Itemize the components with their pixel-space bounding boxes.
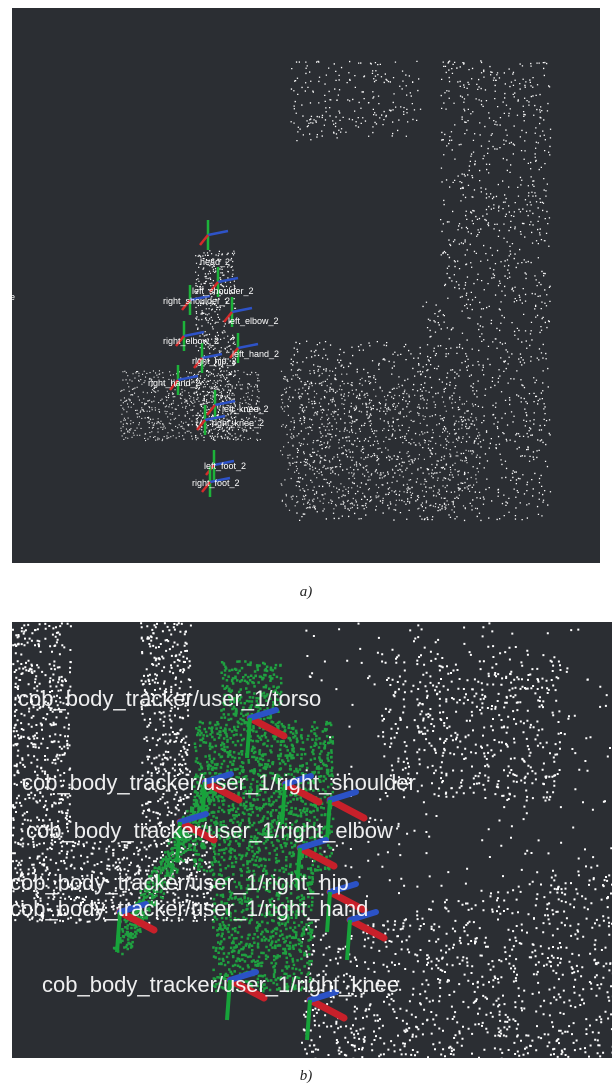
axis-x <box>181 299 191 311</box>
axis-y <box>247 707 279 721</box>
axis-y <box>282 773 314 787</box>
axis-z <box>325 891 332 933</box>
axis-y <box>327 789 359 803</box>
axis-y <box>177 374 199 382</box>
axis-x <box>199 234 209 246</box>
axis-z <box>345 919 352 961</box>
joint-label: left_hand_2 <box>232 349 279 359</box>
axis-z <box>280 783 287 825</box>
axis-x <box>246 714 288 740</box>
frame-label: cob_body_tracker/user_1/right_elbow <box>26 818 393 843</box>
frame-label: cob_body_tracker/user_1/right_hip <box>10 870 349 895</box>
axis-x <box>176 818 218 844</box>
joint-label: right_elbow_2 <box>163 336 219 346</box>
joint-label: right_hip_2 <box>192 356 237 366</box>
axis-x <box>209 281 219 293</box>
axis-x <box>196 419 206 431</box>
axis-y <box>204 414 226 422</box>
axis-z <box>325 799 332 841</box>
joint-label: left_knee_2 <box>222 404 269 414</box>
axis-x <box>296 844 338 870</box>
panel-b-viewport <box>12 622 612 1058</box>
axis-z <box>245 717 252 759</box>
axis-x <box>206 404 216 416</box>
axis-x <box>116 908 158 934</box>
axis-x <box>346 916 388 942</box>
axis-x <box>175 335 185 347</box>
axis-x <box>326 888 368 914</box>
joint-label: head_2 <box>200 257 230 267</box>
axis-z <box>225 979 232 1021</box>
platform-cloud <box>120 370 261 442</box>
axis-x <box>169 379 179 391</box>
joint-label: left_foot_2 <box>204 461 246 471</box>
axis-y <box>214 399 236 407</box>
joint-label: right_hand_2 <box>148 378 201 388</box>
caption-a: a) <box>300 584 313 600</box>
joint-label: right_shoulder_2 <box>163 296 230 306</box>
axis-y <box>201 352 223 360</box>
axis-y <box>231 306 253 314</box>
axis-x <box>326 796 368 822</box>
axis-y <box>227 969 259 983</box>
joint-label: left_elbow_2 <box>228 316 279 326</box>
axis-y <box>297 837 329 851</box>
axis-y <box>217 276 239 284</box>
axis-z <box>115 911 122 953</box>
axis-x <box>223 311 233 323</box>
axis-z <box>305 999 312 1041</box>
axis-z <box>175 821 182 863</box>
joint-label: right_foot_2 <box>192 478 240 488</box>
frame-label: cob_body_tracker/user_1/right_hand <box>10 896 368 921</box>
frame-label: cob_body_tracker/user_1/right_shoulder <box>22 770 416 795</box>
person-cloud <box>192 660 335 993</box>
axis-y <box>307 989 339 1003</box>
axis-y <box>327 881 359 895</box>
joint-label: right_knee_2 <box>212 418 264 428</box>
axis-y <box>207 229 229 237</box>
axis-y <box>117 901 149 915</box>
axis-x <box>201 778 243 804</box>
axis-y <box>347 909 379 923</box>
axis-x <box>281 780 323 806</box>
axis-y <box>183 330 205 338</box>
frame-label: cob_body_tracker/user_1/torso <box>18 686 321 711</box>
joint-label: e <box>10 292 15 302</box>
frame-label: cob_body_tracker/user_1/right_knee <box>42 972 399 997</box>
axis-x <box>193 357 203 369</box>
axis-x <box>226 976 268 1002</box>
joint-label: left_shoulder_2 <box>192 286 254 296</box>
panel-a: e head_2 left_shoulder_2right_shoulder_2le… <box>10 60 552 522</box>
axis-x <box>306 996 348 1022</box>
axis-x <box>229 347 239 359</box>
axis-y <box>202 771 234 785</box>
caption-b: b) <box>300 1068 313 1084</box>
axis-y <box>177 811 209 825</box>
axis-y <box>189 294 211 302</box>
axis-y <box>209 476 231 484</box>
panel-a-viewport <box>12 8 600 563</box>
axis-y <box>213 459 235 467</box>
axis-x <box>201 481 211 493</box>
axis-z <box>295 847 302 889</box>
panel-b: cob_body_tracker/user_1/torso cob_body_tr… <box>10 622 612 1060</box>
right-cloud <box>300 622 612 1060</box>
arm-cloud <box>112 781 220 956</box>
axis-y <box>237 342 259 350</box>
